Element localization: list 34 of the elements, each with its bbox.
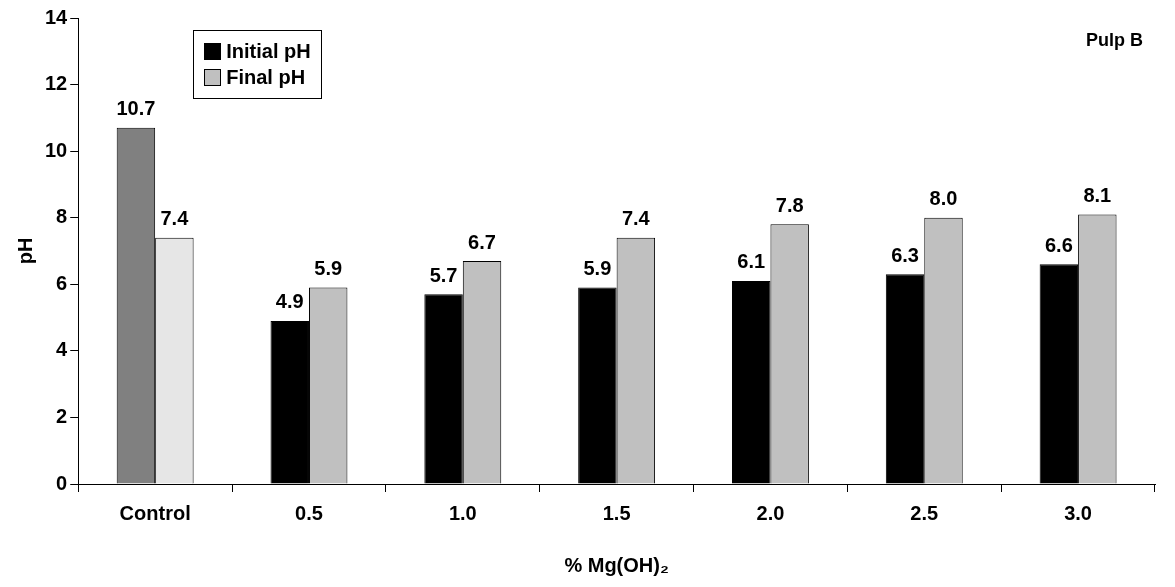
data-label: 6.7	[468, 230, 496, 253]
data-label: 6.3	[891, 243, 919, 266]
x-tick-label: 0.5	[295, 501, 323, 524]
data-label: 4.9	[275, 290, 304, 313]
data-label: 7.8	[775, 193, 804, 216]
data-label: 6.6	[1044, 233, 1073, 256]
data-label: 7.4	[160, 207, 190, 230]
legend-label: Initial pH	[226, 40, 311, 63]
y-tick-label: 8	[56, 205, 68, 228]
x-tick-label: 1.0	[448, 501, 477, 524]
x-tick-label: 2.5	[910, 501, 939, 524]
y-tick-label: 2	[56, 404, 68, 427]
x-tick-label: 3.0	[1064, 501, 1092, 524]
data-label: 10.7	[116, 97, 156, 120]
x-axis-title: % Mg(OH)₂	[564, 553, 669, 576]
data-label: 5.7	[429, 263, 458, 286]
y-axis-title: pH	[13, 237, 36, 265]
legend-label: Final pH	[226, 66, 306, 89]
y-tick-label: 4	[56, 338, 69, 361]
y-tick-label: 6	[56, 271, 68, 294]
data-label: 6.1	[737, 250, 766, 273]
data-label: 8.1	[1083, 183, 1112, 206]
annotation: Pulp B	[1086, 30, 1143, 51]
x-tick-label: 2.0	[756, 501, 785, 524]
data-label: 7.4	[621, 207, 651, 230]
x-tick-label: Control	[119, 501, 191, 524]
y-tick-label: 14	[45, 5, 69, 28]
y-tick-label: 0	[56, 471, 68, 494]
x-tick-label: 1.5	[602, 501, 631, 524]
data-label: 8.0	[929, 187, 958, 210]
data-label: 5.9	[314, 257, 343, 280]
y-tick-label: 10	[45, 138, 68, 161]
data-label: 5.9	[583, 257, 612, 280]
y-tick-label: 12	[45, 72, 68, 95]
